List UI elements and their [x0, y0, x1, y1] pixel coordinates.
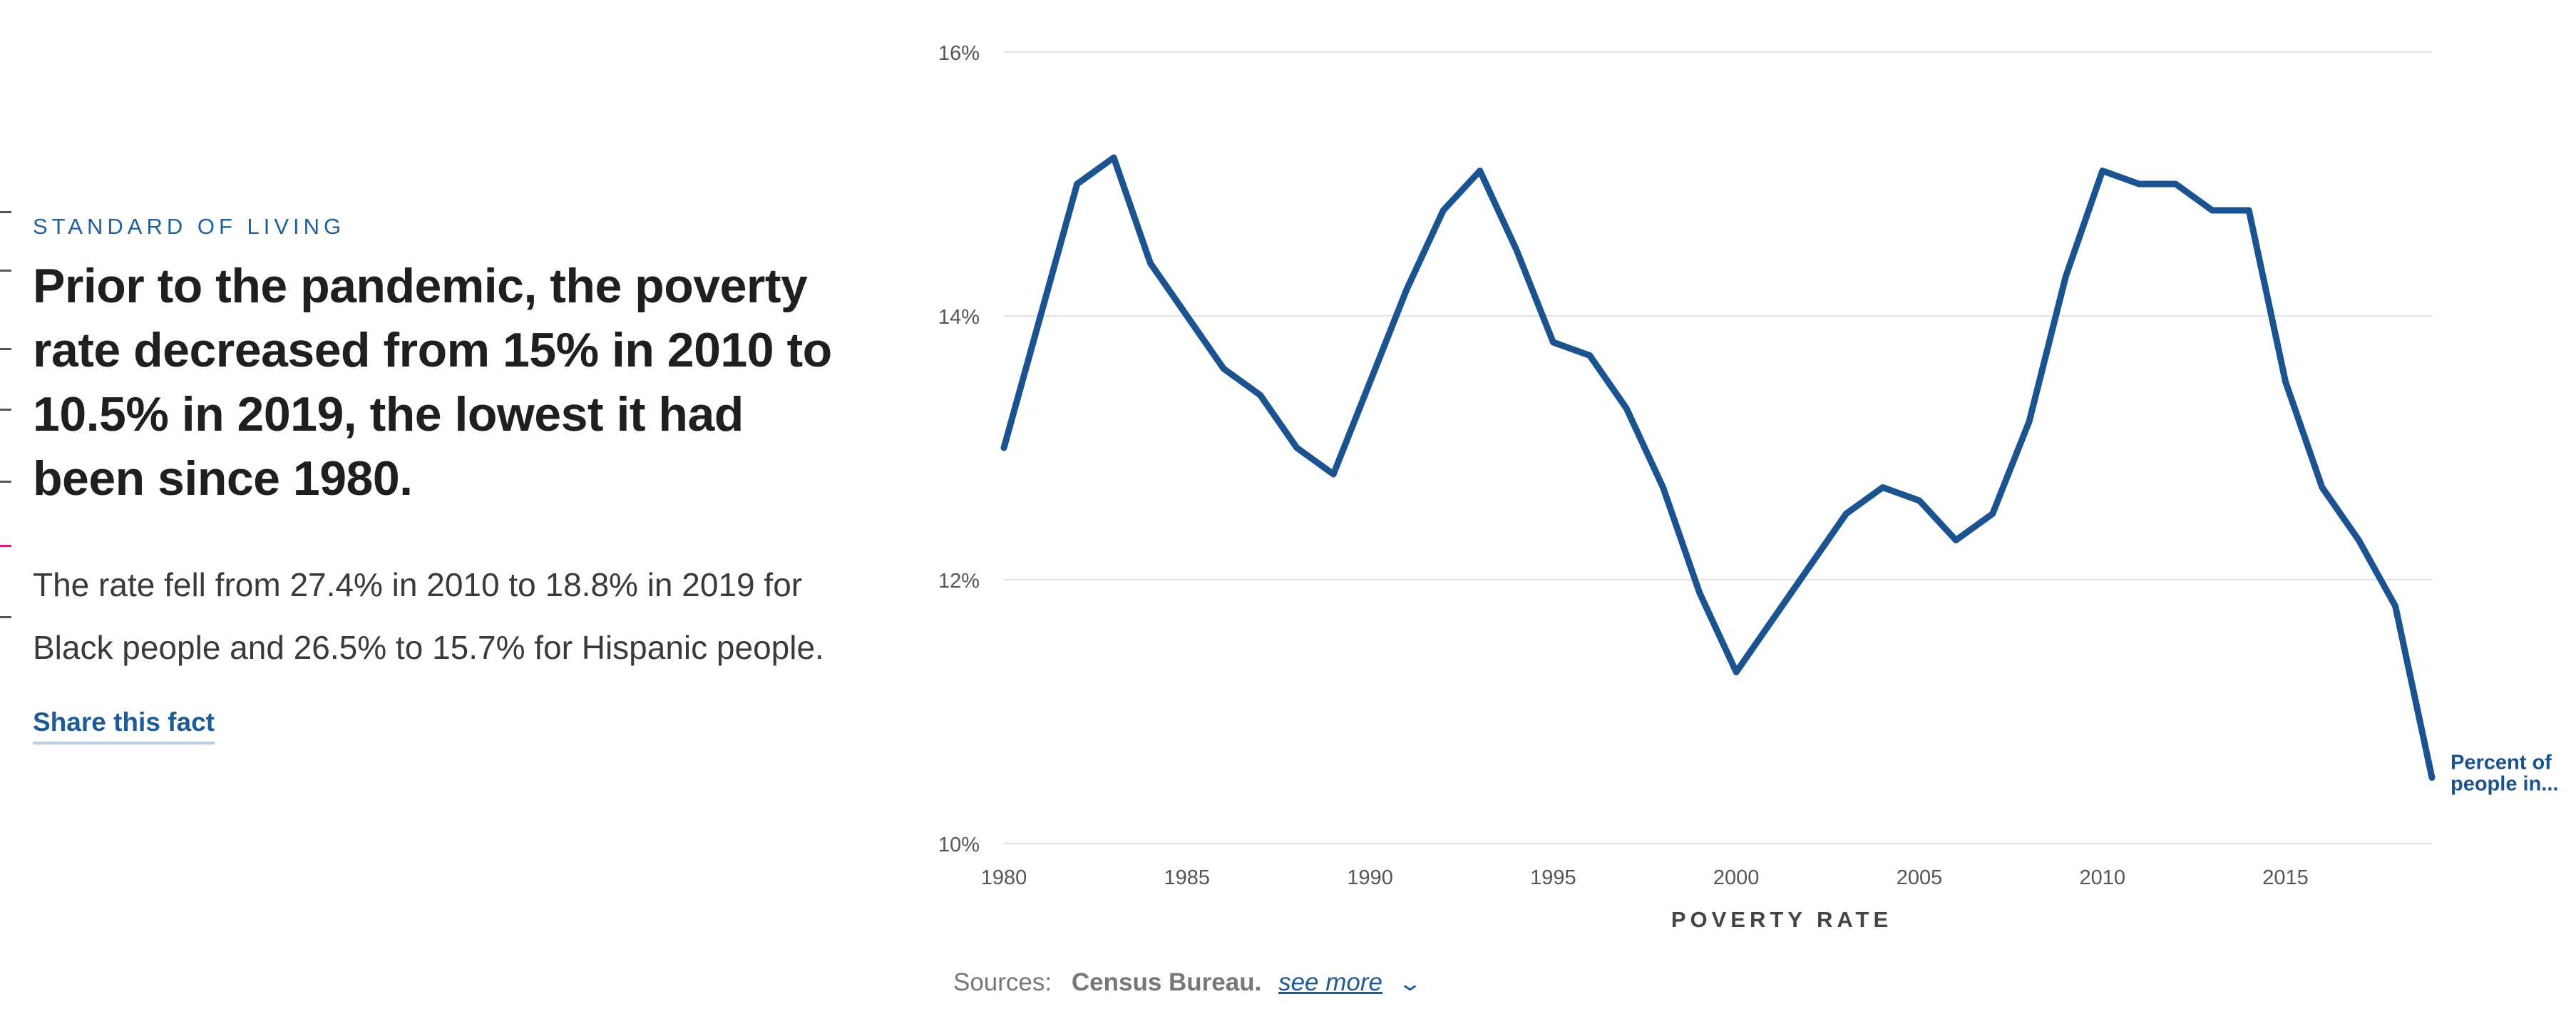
y-axis-ticks: 10% 12% 14% 16% [938, 42, 980, 856]
x-tick-label: 2015 [2262, 866, 2309, 889]
x-tick-label: 1995 [1530, 866, 1576, 889]
share-fact-link[interactable]: Share this fact [33, 707, 215, 744]
x-tick-label: 1985 [1164, 866, 1211, 889]
y-tick-label: 10% [938, 834, 980, 856]
x-tick-label: 2010 [2080, 866, 2126, 889]
y-tick-label: 16% [938, 42, 980, 65]
sources-label: Sources: [953, 968, 1052, 996]
poverty-rate-chart: 10% 12% 14% 16% 1980 1985 1990 1995 2000 2005 201… [920, 0, 2576, 970]
series-line[interactable] [1000, 154, 2436, 781]
progress-tick-active[interactable] [0, 545, 11, 547]
line-chart-svg: 10% 12% 14% 16% 1980 1985 1990 1995 2000 2005 201… [938, 42, 2559, 932]
x-tick-label: 1980 [981, 866, 1027, 889]
progress-tick[interactable] [0, 481, 11, 483]
progress-tick[interactable] [0, 616, 11, 618]
x-tick-label: 2000 [1713, 866, 1760, 889]
x-axis-ticks: 1980 1985 1990 1995 2000 2005 2010 2015 [981, 866, 2309, 889]
series-end-label-line: people in... [2451, 773, 2558, 796]
progress-tick[interactable] [0, 211, 11, 213]
source-name: Census Bureau. [1071, 968, 1262, 996]
progress-tick[interactable] [0, 270, 11, 272]
progress-ticks [0, 0, 14, 642]
series-lines [1000, 154, 2436, 781]
fact-panel: STANDARD OF LIVING Prior to the pandemic… [33, 214, 867, 744]
sources-line: Sources: Census Bureau. see more ⌄ [953, 968, 1422, 997]
y-tick-label: 14% [938, 306, 980, 329]
fact-category: STANDARD OF LIVING [33, 214, 346, 239]
fact-body: The rate fell from 27.4% in 2010 to 18.8… [33, 566, 824, 666]
progress-tick[interactable] [0, 409, 11, 411]
fact-headline: Prior to the pandemic, the poverty rate … [33, 259, 832, 506]
y-tick-label: 12% [938, 570, 980, 593]
x-tick-label: 2005 [1897, 866, 1943, 889]
chart-title: POVERTY RATE [1671, 907, 1892, 932]
progress-tick[interactable] [0, 348, 11, 350]
x-tick-label: 1990 [1347, 866, 1393, 889]
chevron-down-icon[interactable]: ⌄ [1397, 972, 1422, 995]
series-end-label-line: Percent of [2451, 752, 2552, 774]
see-more-link[interactable]: see more [1278, 968, 1382, 996]
grid-lines [1004, 51, 2432, 844]
